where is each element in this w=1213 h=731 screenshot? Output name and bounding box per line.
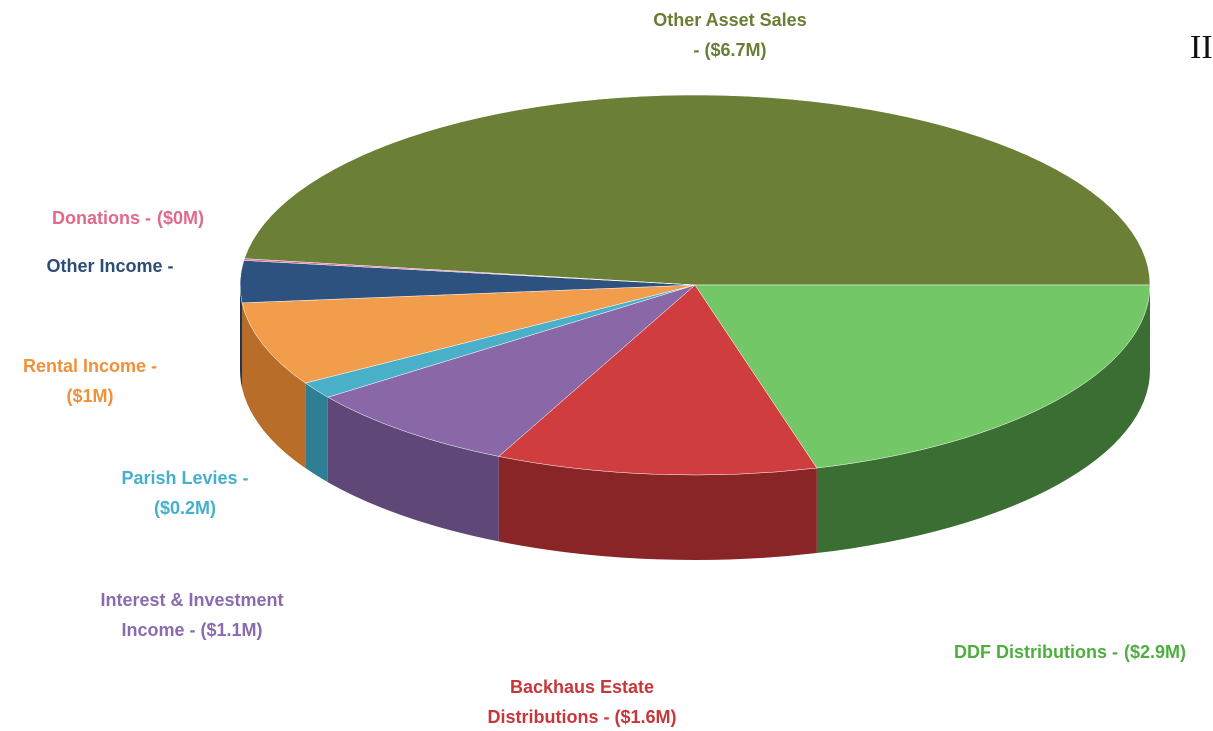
- slice: [498, 284, 818, 476]
- slice-side: [240, 285, 243, 388]
- category-label: Parish Levies -: [121, 468, 248, 488]
- category-label: Rental Income -: [23, 356, 157, 376]
- slice: [694, 284, 1151, 469]
- slice: [243, 258, 696, 286]
- slice-label: Other Asset Sales - ($6.7M): [653, 10, 806, 60]
- slice-label: Donations - ($0M): [52, 208, 204, 228]
- category-label: Interest & Investment: [100, 590, 283, 610]
- slice: [241, 284, 696, 384]
- slice-side: [242, 302, 306, 469]
- slice: [244, 94, 1151, 286]
- slice: [327, 284, 696, 457]
- slice-label: Rental Income - ($1M): [23, 356, 157, 406]
- value-label: ($1M): [66, 386, 113, 406]
- value-label: - ($6.7M): [693, 40, 766, 60]
- category-label: Donations -: [52, 208, 151, 228]
- slice-label: Other Income -: [46, 256, 173, 276]
- slice-side: [327, 397, 499, 542]
- slice-side: [305, 383, 328, 483]
- annotation: II: [1190, 29, 1213, 66]
- slice-side: [498, 456, 817, 561]
- value-label: Distributions - ($1.6M): [487, 707, 676, 727]
- category-label: Other Asset Sales: [653, 10, 806, 30]
- value-label: ($0.2M): [154, 498, 216, 518]
- slice-label: Interest & Investment Income - ($1.1M): [100, 590, 283, 640]
- value-label: ($0M): [157, 208, 204, 228]
- category-label: Backhaus Estate: [510, 677, 654, 697]
- value-label: ($2.9M): [1124, 642, 1186, 662]
- slice-label: DDF Distributions - ($2.9M): [954, 642, 1186, 662]
- slice-label: Parish Levies - ($0.2M): [121, 468, 248, 518]
- category-label: DDF Distributions -: [954, 642, 1118, 662]
- slice-label: Backhaus Estate Distributions - ($1.6M): [487, 677, 676, 727]
- slice-side: [816, 285, 1150, 554]
- value-label: Income - ($1.1M): [121, 620, 262, 640]
- category-label: Other Income -: [46, 256, 173, 276]
